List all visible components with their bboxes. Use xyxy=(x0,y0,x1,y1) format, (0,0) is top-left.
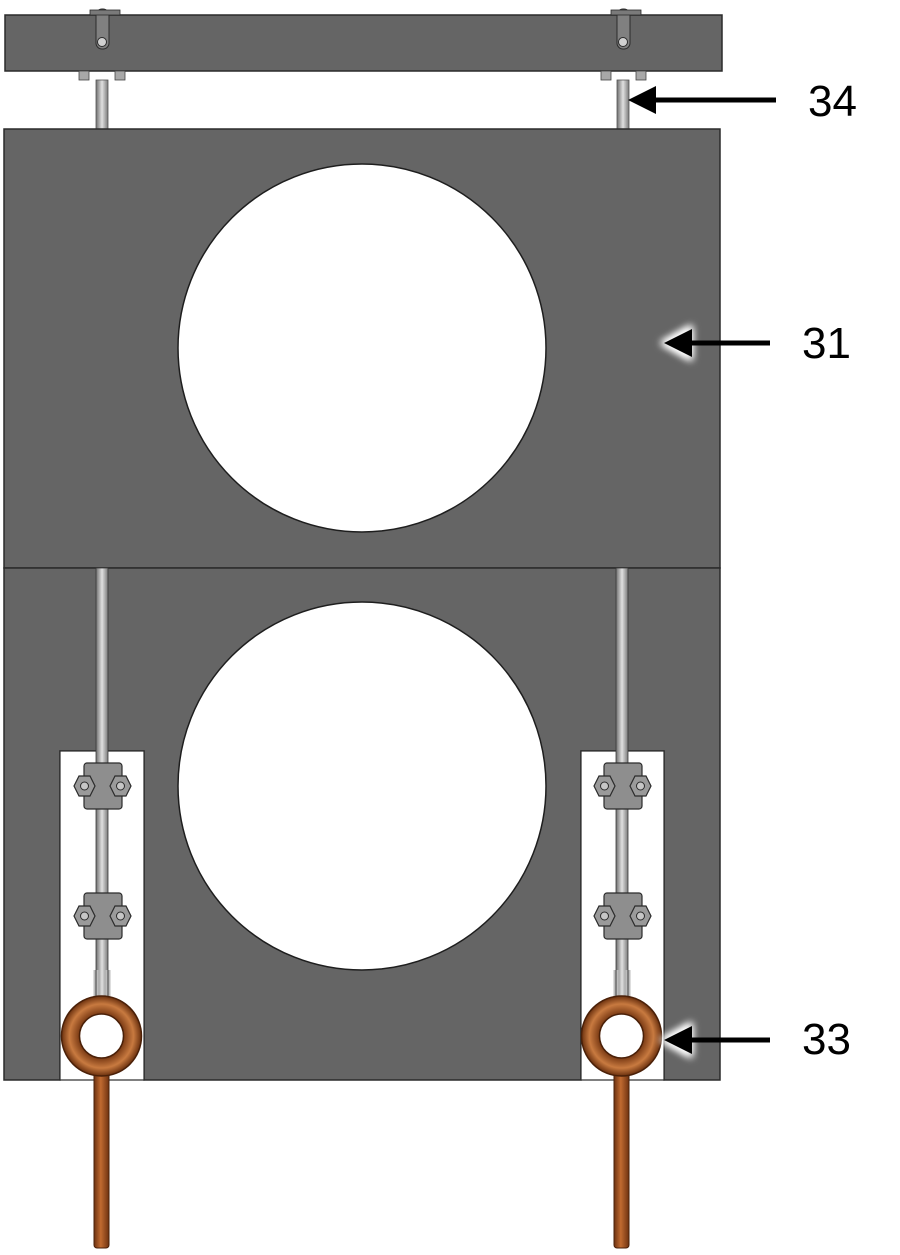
upper-plate xyxy=(3,128,721,569)
callout-label-34: 34 xyxy=(808,77,857,126)
top-bar-pin-right xyxy=(610,8,642,50)
eye-bolt-right xyxy=(580,995,663,1249)
callout-label-33: 33 xyxy=(802,1015,851,1064)
eye-bolt-left xyxy=(60,995,143,1249)
callout-arrow-33 xyxy=(660,1022,770,1058)
rope-clamp-left-lower xyxy=(73,892,132,940)
lower-plate-hole xyxy=(177,601,547,971)
top-bar-pin-left xyxy=(89,8,121,50)
upper-plate-hole xyxy=(177,163,547,533)
callout-arrow-34 xyxy=(628,86,776,114)
rope-clamp-right-upper xyxy=(593,762,652,810)
rope-clamp-left-upper xyxy=(73,762,132,810)
callout-label-31: 31 xyxy=(802,319,851,368)
top-bar xyxy=(4,8,723,72)
callout-arrow-31 xyxy=(660,325,770,361)
rope-clamp-right-lower xyxy=(593,892,652,940)
hanger-rod-left xyxy=(78,70,126,131)
